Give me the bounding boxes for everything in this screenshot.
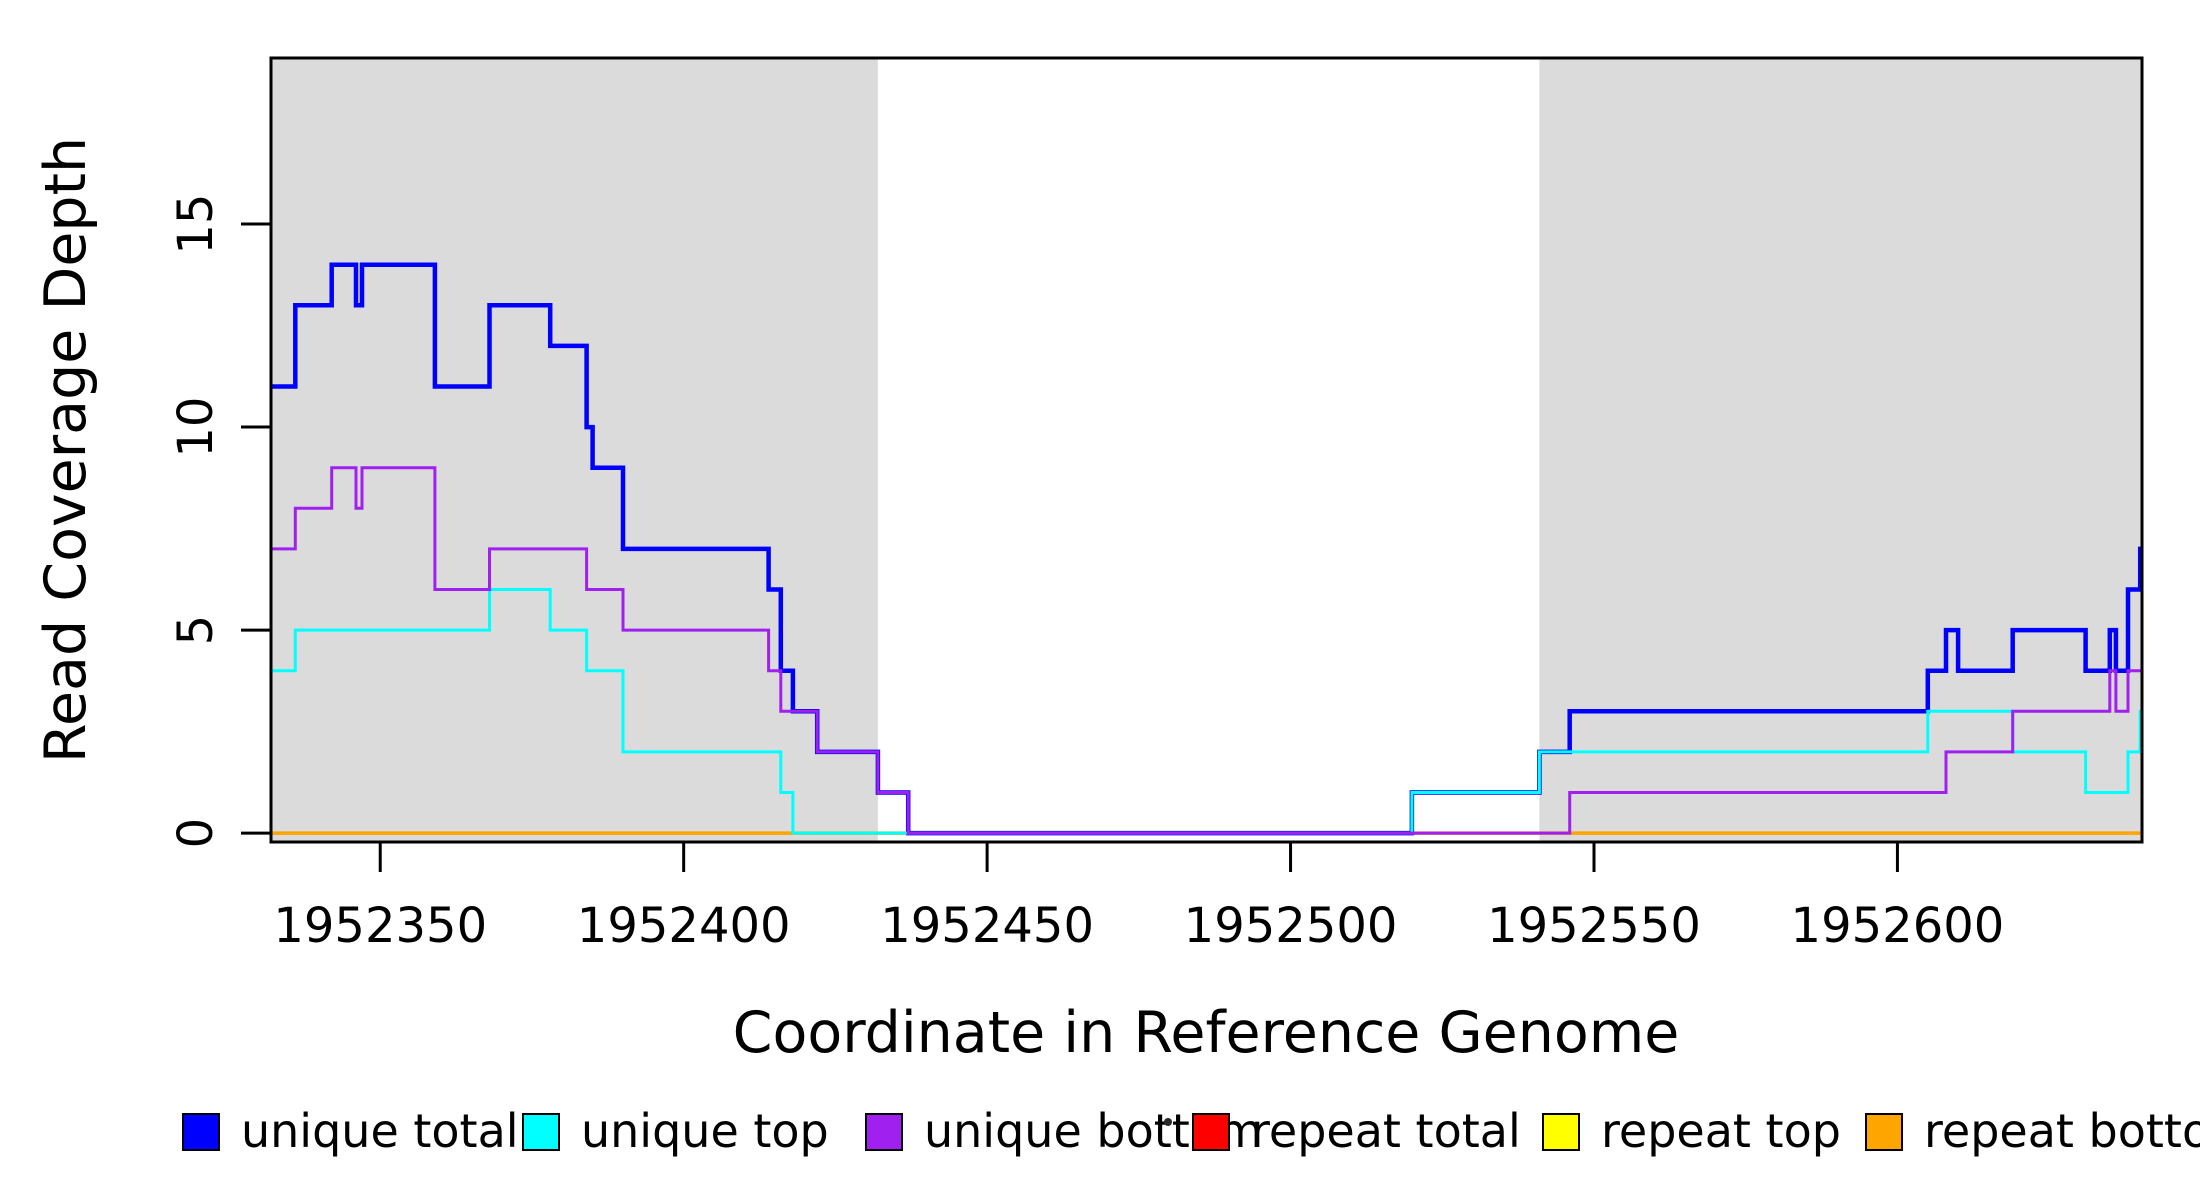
x-tick-label: 1952450 [880, 898, 1094, 954]
legend-label: unique total [241, 1104, 519, 1158]
target-region-left [271, 58, 878, 842]
plot-border-box [269, 56, 2144, 844]
x-axis: 1952350 1952400 1952450 1952500 1952550 19526… [273, 842, 2004, 954]
target-region-right [1539, 58, 2142, 842]
legend-item-repeat-total: repeat total [1192, 1104, 1521, 1158]
legend-swatch-repeat-top [1542, 1113, 1580, 1151]
legend-item-unique-total: unique total [182, 1104, 519, 1158]
y-tick-label: 10 [168, 397, 224, 458]
legend: unique total unique top unique bottomrepea… [182, 1104, 2200, 1158]
y-tick-label: 15 [168, 194, 224, 255]
legend-swatch-repeat-bottom [1865, 1113, 1903, 1151]
series-line-unique-bottom [271, 466, 2142, 835]
x-tick-label: 1952400 [577, 898, 791, 954]
legend-label: repeat total [1251, 1104, 1521, 1158]
y-tick-label: 0 [168, 818, 224, 849]
legend-swatch-unique-total [182, 1113, 220, 1151]
legend-item-repeat-bottom: repeat bottom [1865, 1104, 2200, 1158]
legend-item-unique-top: unique top [522, 1104, 829, 1158]
legend-swatch-unique-top [522, 1113, 560, 1151]
legend-label: unique top [581, 1104, 829, 1158]
series-lines [271, 262, 2142, 836]
legend-swatch-repeat-total [1192, 1113, 1230, 1151]
legend-swatch-unique-bottom [865, 1113, 903, 1151]
stray-mark [1164, 1118, 1172, 1126]
x-tick-label: 1952500 [1184, 898, 1398, 954]
y-tick-label: 5 [168, 615, 224, 646]
target-region-bands [271, 58, 2142, 842]
x-axis-title: Coordinate in Reference Genome [733, 1000, 1680, 1066]
x-tick-label: 1952550 [1487, 898, 1701, 954]
legend-label: repeat bottom [1924, 1104, 2200, 1158]
legend-item-repeat-top: repeat top [1542, 1104, 1841, 1158]
y-axis: 0 5 10 15 [168, 194, 271, 849]
x-tick-label: 1952600 [1791, 898, 2005, 954]
legend-label: repeat top [1601, 1104, 1841, 1158]
y-axis-title: Read Coverage Depth [33, 137, 99, 763]
x-tick-label: 1952350 [273, 898, 487, 954]
